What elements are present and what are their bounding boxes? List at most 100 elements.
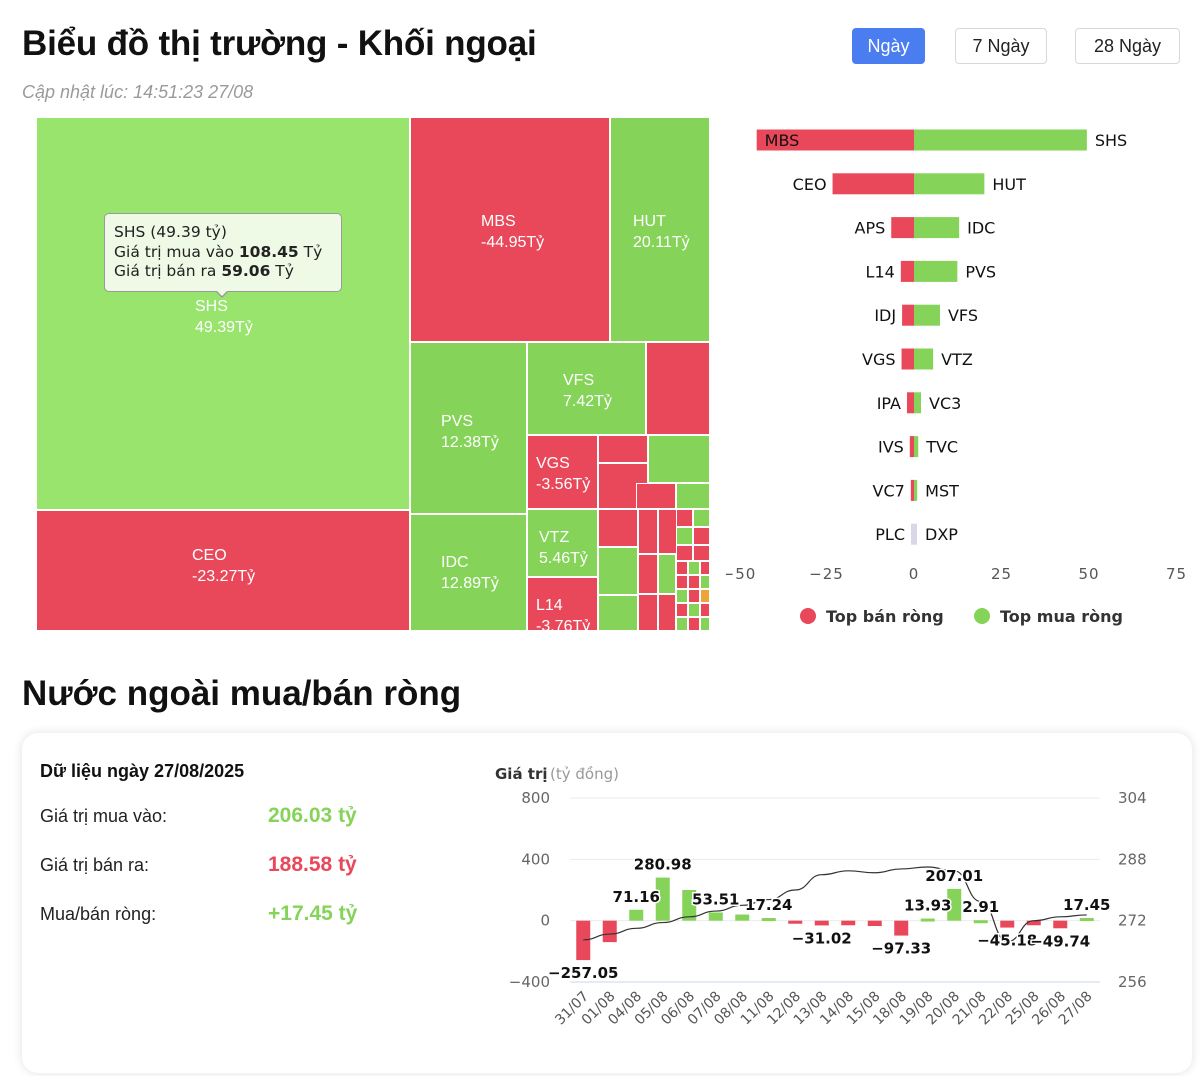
data-label: 2.91 <box>962 898 999 916</box>
bar-sell-ceo <box>832 173 914 195</box>
treemap-tile-small[interactable] <box>676 483 710 509</box>
net-bar-01-08 <box>602 920 617 943</box>
treemap-tile-small[interactable] <box>646 342 710 435</box>
treemap-tile-small[interactable] <box>598 595 638 631</box>
treemap-tile-l14[interactable]: L14 -3.76Tỷ <box>527 577 598 631</box>
treemap-tile-hut[interactable]: HUT 20.11Tỷ <box>610 117 710 342</box>
range-button-day[interactable]: Ngày <box>852 28 925 64</box>
bar-sell-label: VC7 <box>873 481 905 500</box>
net-value: +17.45 tỷ <box>268 902 358 925</box>
treemap-tile-small[interactable] <box>598 509 638 547</box>
treemap-tile-small[interactable] <box>676 575 688 589</box>
treemap-tile-ticker: MBS <box>481 213 516 230</box>
bar-buy-pvs <box>914 260 958 282</box>
treemap-tile-small[interactable] <box>676 617 688 631</box>
net-flow-card: Dữ liệu ngày 27/08/2025 Giá trị mua vào:… <box>22 733 1192 1073</box>
page-title: Biểu đồ thị trường - Khối ngoại <box>22 24 537 63</box>
treemap-tile-pvs[interactable]: PVS 12.38Tỷ <box>410 342 527 514</box>
treemap-tile-small[interactable] <box>658 554 676 594</box>
treemap-tile-small[interactable] <box>693 527 710 545</box>
treemap-tile-small[interactable] <box>676 527 693 545</box>
y2-tick-label: 272 <box>1118 912 1147 930</box>
bar-sell-idj <box>902 304 914 326</box>
bar-buy-label: TVC <box>925 438 958 457</box>
section-title: Nước ngoài mua/bán ròng <box>22 674 462 713</box>
range-button-28-days[interactable]: 28 Ngày <box>1075 28 1180 64</box>
treemap-tile-small[interactable] <box>688 575 700 589</box>
net-bar-13-08 <box>814 920 829 926</box>
data-label: 13.93 <box>904 897 951 915</box>
x-tick-label: −25 <box>809 565 844 583</box>
treemap-tile-ceo[interactable]: CEO -23.27Tỷ <box>36 510 410 631</box>
treemap-tile-small[interactable] <box>638 594 658 631</box>
legend-buy-swatch <box>974 608 990 624</box>
bar-buy-label: HUT <box>992 175 1026 194</box>
data-label: −97.33 <box>871 940 931 958</box>
x-tick-label: 25 <box>991 565 1012 583</box>
treemap-tile-shs[interactable]: SHS 49.39Tỷ <box>36 117 410 510</box>
treemap-tile-idc[interactable]: IDC 12.89Tỷ <box>410 514 527 631</box>
bar-buy-dxp <box>914 523 917 545</box>
treemap-tile-value: -3.76Tỷ <box>536 618 591 631</box>
treemap-tooltip: SHS (49.39 tỷ) Giá trị mua vào 108.45 Tỷ… <box>104 213 342 292</box>
treemap-tile-value: 12.89Tỷ <box>441 575 499 592</box>
treemap-tile-small[interactable] <box>658 594 676 631</box>
net-bar-19-08 <box>920 918 935 922</box>
treemap-tile-small[interactable] <box>638 509 658 554</box>
treemap-tile-small[interactable] <box>700 561 710 575</box>
treemap-tile-small[interactable] <box>700 589 710 603</box>
treemap-tile-small[interactable] <box>700 603 710 617</box>
treemap-tile-label: VTZ 5.46Tỷ <box>539 527 588 569</box>
treemap-tile-small[interactable] <box>598 435 648 463</box>
y-axis-unit: (tỷ đồng) <box>550 765 619 783</box>
bar-buy-label: IDC <box>967 219 995 238</box>
treemap-tile-small[interactable] <box>648 435 710 483</box>
top-net-bar-chart: MBS SHS CEO HUT APS IDC L14 PVS IDJ VFS VGS VTZ IPA V… <box>726 129 1186 626</box>
treemap-tile-vtz[interactable]: VTZ 5.46Tỷ <box>527 509 598 577</box>
treemap-tile-small[interactable] <box>693 545 710 561</box>
treemap-tile-small[interactable] <box>638 554 658 594</box>
legend-sell-label: Top bán ròng <box>826 607 944 626</box>
treemap-tile-small[interactable] <box>676 509 693 527</box>
treemap-tile-small[interactable] <box>700 617 710 631</box>
net-bar-11-08 <box>761 918 776 922</box>
treemap-tile-small[interactable] <box>658 509 678 554</box>
treemap-tile-small[interactable] <box>688 603 700 617</box>
treemap-tile-vfs[interactable]: VFS 7.42Tỷ <box>527 342 646 435</box>
treemap-tile-small[interactable] <box>700 575 710 589</box>
bar-sell-label: CEO <box>793 175 827 194</box>
net-bar-07-08 <box>708 912 723 921</box>
bar-buy-shs <box>914 129 1087 151</box>
x-tick-label: 50 <box>1078 565 1099 583</box>
treemap-tile-ticker: VGS <box>536 455 570 472</box>
treemap-tile-small[interactable] <box>676 561 688 575</box>
treemap-tile-small[interactable] <box>676 603 688 617</box>
y-tick-label: −400 <box>509 973 550 991</box>
bar-buy-hut <box>914 173 985 195</box>
bar-sell-ipa <box>907 392 914 414</box>
treemap-tile-small[interactable] <box>598 547 638 595</box>
bar-sell-mbs <box>756 129 914 151</box>
treemap-tile-vgs[interactable]: VGS -3.56Tỷ <box>527 435 598 509</box>
treemap-tile-small[interactable] <box>676 545 693 561</box>
treemap-tile-mbs[interactable]: MBS -44.95Tỷ <box>410 117 610 342</box>
bar-sell-label: VGS <box>862 350 896 369</box>
range-button-7-days[interactable]: 7 Ngày <box>955 28 1047 64</box>
net-value-label: Mua/bán ròng: <box>40 904 157 924</box>
treemap-tile-small[interactable] <box>688 589 700 603</box>
treemap-tile-small[interactable] <box>688 561 700 575</box>
bar-sell-ivs <box>909 436 914 458</box>
treemap-tile-ticker: SHS <box>195 298 228 315</box>
treemap-tile-small[interactable] <box>693 509 710 527</box>
bar-sell-plc <box>911 523 914 545</box>
treemap-tile-value: 12.38Tỷ <box>441 434 499 451</box>
bar-buy-label: VFS <box>948 306 978 325</box>
treemap-tile-small[interactable] <box>636 483 676 509</box>
treemap-tile-value: 49.39Tỷ <box>195 319 253 336</box>
y2-tick-label: 288 <box>1118 850 1147 868</box>
treemap-tile-small[interactable] <box>688 617 700 631</box>
data-label: 17.24 <box>745 896 792 914</box>
treemap-tile-label: HUT 20.11Tỷ <box>633 211 690 253</box>
net-flow-chart: Giá trị (tỷ đồng)800 304 400 288 0 272 −400 256 −… <box>495 765 1147 1028</box>
treemap-tile-small[interactable] <box>676 589 688 603</box>
